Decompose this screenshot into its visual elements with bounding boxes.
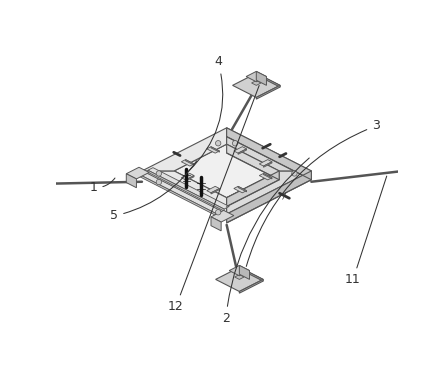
Polygon shape <box>439 153 443 167</box>
Polygon shape <box>211 210 234 222</box>
Polygon shape <box>207 147 219 153</box>
Polygon shape <box>142 128 227 171</box>
Polygon shape <box>181 160 194 166</box>
Polygon shape <box>211 217 221 231</box>
Polygon shape <box>32 168 42 182</box>
Polygon shape <box>227 128 311 180</box>
Polygon shape <box>174 144 279 198</box>
Polygon shape <box>140 174 216 215</box>
Polygon shape <box>227 128 311 171</box>
Polygon shape <box>256 73 280 87</box>
Polygon shape <box>148 168 229 209</box>
Polygon shape <box>186 160 194 165</box>
Polygon shape <box>264 162 272 167</box>
Polygon shape <box>142 171 227 214</box>
Polygon shape <box>126 174 136 188</box>
Text: 4: 4 <box>188 56 223 171</box>
Text: 1: 1 <box>89 178 115 194</box>
Circle shape <box>215 141 221 146</box>
Polygon shape <box>22 168 42 179</box>
Text: 3: 3 <box>246 119 380 266</box>
Polygon shape <box>439 165 443 179</box>
Polygon shape <box>264 173 272 179</box>
Text: 5: 5 <box>110 161 197 222</box>
Polygon shape <box>126 167 149 179</box>
Polygon shape <box>186 176 194 181</box>
Text: 2: 2 <box>222 158 309 325</box>
Polygon shape <box>238 186 247 192</box>
Polygon shape <box>32 182 55 196</box>
Text: 12: 12 <box>168 86 259 313</box>
Polygon shape <box>211 189 219 194</box>
Circle shape <box>215 210 221 215</box>
Polygon shape <box>8 170 55 195</box>
Polygon shape <box>256 71 266 86</box>
Polygon shape <box>227 144 279 180</box>
Polygon shape <box>233 73 280 98</box>
Polygon shape <box>216 267 263 291</box>
Polygon shape <box>140 172 221 213</box>
Polygon shape <box>246 71 266 82</box>
Polygon shape <box>428 151 443 162</box>
Polygon shape <box>259 173 272 180</box>
Polygon shape <box>415 153 443 177</box>
Polygon shape <box>227 171 279 207</box>
Polygon shape <box>211 147 219 152</box>
Polygon shape <box>227 171 311 214</box>
Polygon shape <box>227 171 311 223</box>
Polygon shape <box>234 186 247 193</box>
Polygon shape <box>259 160 272 166</box>
Polygon shape <box>229 266 249 276</box>
Polygon shape <box>32 170 55 184</box>
Polygon shape <box>239 279 263 293</box>
Circle shape <box>233 141 238 146</box>
Polygon shape <box>239 267 263 281</box>
Polygon shape <box>238 149 247 154</box>
Polygon shape <box>256 86 280 99</box>
Circle shape <box>156 171 162 176</box>
Polygon shape <box>235 274 244 279</box>
Polygon shape <box>181 173 194 180</box>
Polygon shape <box>234 147 247 153</box>
Circle shape <box>292 171 297 176</box>
Polygon shape <box>439 151 443 165</box>
Polygon shape <box>148 170 224 211</box>
Text: 11: 11 <box>345 176 387 286</box>
Polygon shape <box>252 81 261 86</box>
Polygon shape <box>434 160 443 165</box>
Polygon shape <box>239 266 249 279</box>
Circle shape <box>156 179 162 185</box>
Polygon shape <box>207 186 219 193</box>
Polygon shape <box>27 178 37 182</box>
